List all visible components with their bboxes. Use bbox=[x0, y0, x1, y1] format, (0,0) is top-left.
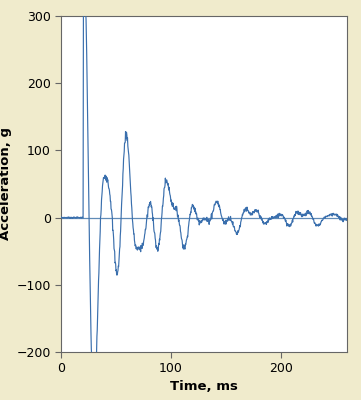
X-axis label: Time, ms: Time, ms bbox=[170, 380, 238, 392]
Y-axis label: Acceleration, g: Acceleration, g bbox=[0, 128, 12, 240]
